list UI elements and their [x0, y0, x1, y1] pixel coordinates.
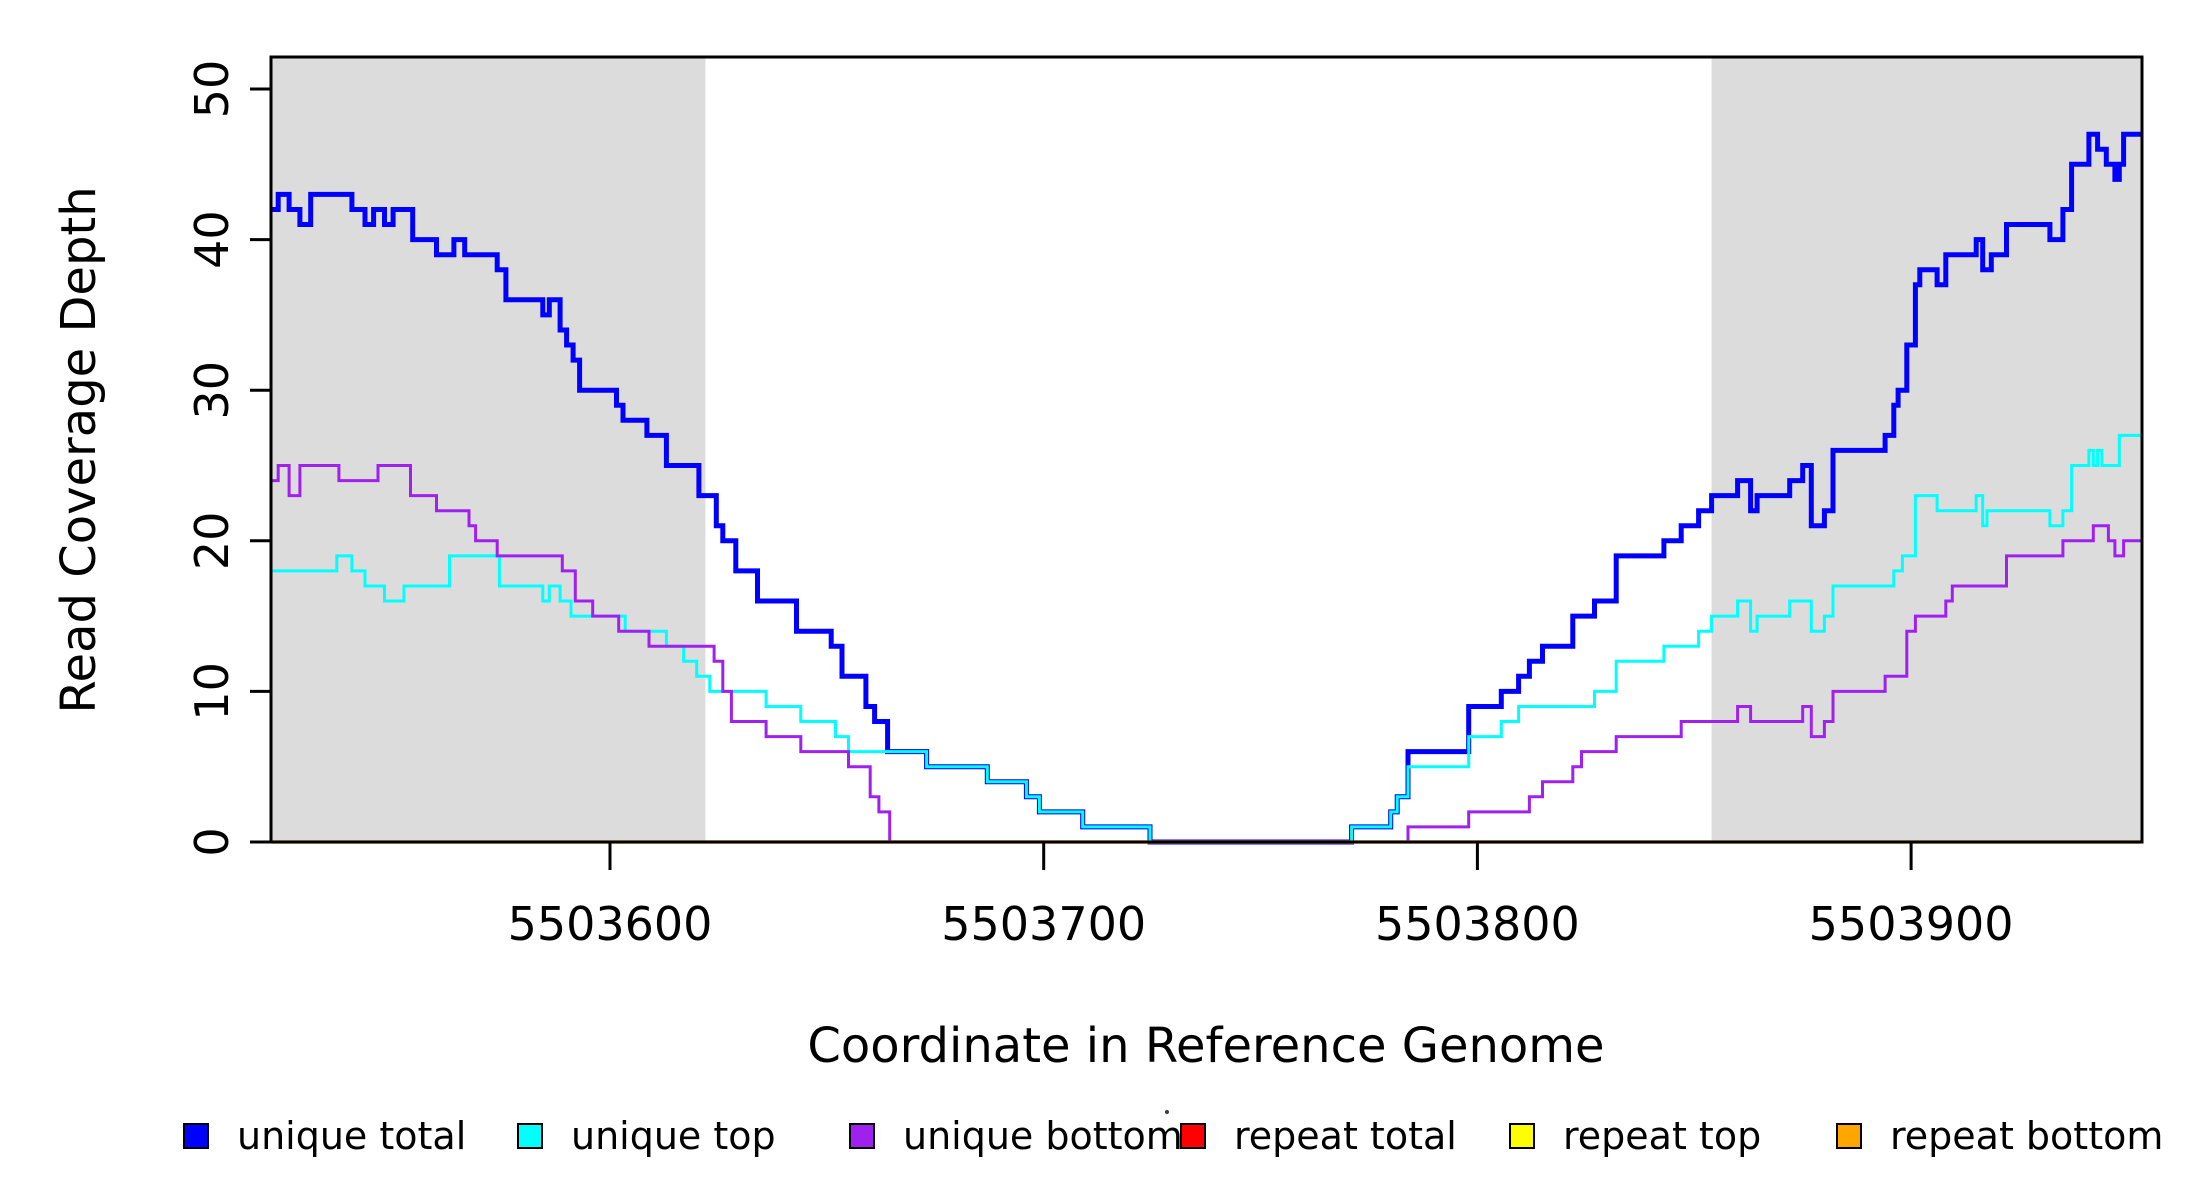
legend-swatch-repeat-bottom — [1836, 1123, 1862, 1149]
y-tick-label: 30 — [185, 361, 239, 420]
legend-label: repeat bottom — [1890, 1114, 2164, 1158]
plot-border-box — [269, 55, 2144, 844]
x-tick-label: 5503700 — [941, 897, 1146, 951]
series-line-unique-bottom — [271, 464, 2141, 844]
y-tick-label: 10 — [185, 662, 239, 721]
legend-label: unique total — [237, 1114, 467, 1158]
axis-ticks-layer — [250, 87, 1913, 870]
x-tick-label: 5503600 — [508, 897, 713, 951]
legend-swatch-unique-top — [517, 1123, 543, 1149]
legend-item-repeat-total: repeat total — [1180, 1114, 1457, 1158]
legend-item-unique-total: unique total — [183, 1114, 466, 1158]
y-tick-label: 20 — [185, 512, 239, 571]
legend-item-repeat-bottom: repeat bottom — [1836, 1114, 2163, 1158]
shaded-region-0 — [271, 57, 706, 842]
legend-swatch-unique-total — [183, 1123, 209, 1149]
x-axis-title: Coordinate in Reference Genome — [807, 1018, 1604, 1074]
y-axis-title: Read Coverage Depth — [51, 186, 107, 713]
legend-label: repeat total — [1234, 1114, 1457, 1158]
x-tick-label: 5503900 — [1809, 897, 2014, 951]
legend-swatch-unique-bottom — [849, 1123, 875, 1149]
y-tick-label: 40 — [185, 210, 239, 269]
x-tick-label: 5503800 — [1375, 897, 1580, 951]
series-line-unique-top — [271, 433, 2141, 844]
legend-item-unique-bottom: unique bottom — [849, 1114, 1183, 1158]
legend-label: unique bottom — [903, 1114, 1183, 1158]
shaded-region-1 — [1711, 57, 2141, 842]
legend-swatch-repeat-total — [1180, 1123, 1206, 1149]
legend-label: repeat top — [1563, 1114, 1762, 1158]
axis-tick-labels-layer: 5503600 5503700 5503800 5503900 0 10 20 30 40 50 — [185, 60, 2014, 951]
y-tick-label: 50 — [185, 60, 239, 119]
legend-swatch-repeat-top — [1509, 1123, 1535, 1149]
legend-item-repeat-top: repeat top — [1509, 1114, 1761, 1158]
legend-item-unique-top: unique top — [517, 1114, 776, 1158]
legend-label: unique top — [571, 1114, 776, 1158]
y-tick-label: 0 — [185, 827, 239, 856]
stray-mark — [1165, 1110, 1169, 1114]
